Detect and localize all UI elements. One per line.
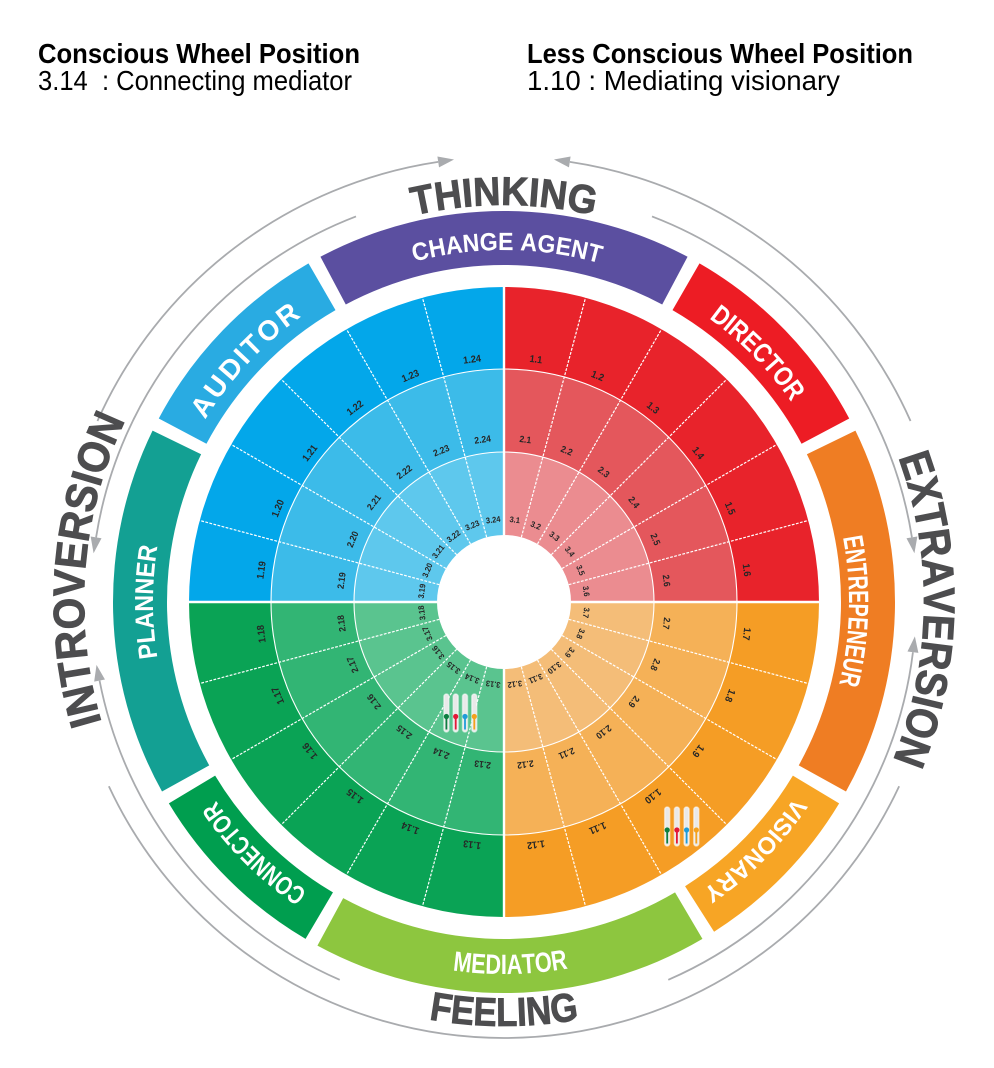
- svg-text:E: E: [913, 613, 964, 642]
- svg-text:3.12: 3.12: [506, 678, 522, 689]
- svg-text:E: E: [838, 643, 871, 660]
- svg-text:1.24: 1.24: [463, 353, 483, 367]
- svg-text:1.19: 1.19: [255, 561, 269, 580]
- svg-text:G: G: [536, 230, 557, 260]
- svg-text:N: N: [472, 170, 501, 215]
- svg-text:2.5: 2.5: [648, 532, 662, 547]
- svg-text:1.5: 1.5: [722, 500, 738, 517]
- svg-text:1.18: 1.18: [255, 624, 269, 644]
- svg-text:H: H: [432, 172, 465, 220]
- svg-text:1.8: 1.8: [722, 687, 738, 704]
- svg-text:2.24: 2.24: [474, 433, 492, 445]
- svg-text:3.1: 3.1: [509, 515, 521, 526]
- svg-text:A: A: [913, 556, 964, 588]
- svg-text:A: A: [131, 611, 160, 629]
- svg-text:3.8: 3.8: [574, 627, 587, 641]
- svg-text:2.1: 2.1: [519, 434, 532, 446]
- svg-text:I: I: [527, 171, 541, 216]
- svg-text:1.7: 1.7: [740, 627, 753, 641]
- svg-text:T: T: [521, 948, 537, 980]
- svg-text:2.19: 2.19: [335, 572, 347, 590]
- svg-text:2.7: 2.7: [661, 617, 673, 630]
- svg-text:3.2: 3.2: [529, 519, 543, 532]
- svg-text:N: N: [461, 229, 480, 258]
- svg-text:V: V: [914, 587, 964, 614]
- svg-text:A: A: [444, 231, 464, 261]
- svg-text:A: A: [520, 229, 539, 258]
- svg-text:R: R: [45, 628, 96, 662]
- svg-text:3.18: 3.18: [416, 604, 427, 620]
- svg-text:V: V: [44, 568, 94, 597]
- svg-text:A: A: [506, 949, 523, 981]
- svg-text:2.12: 2.12: [516, 758, 534, 770]
- svg-text:K: K: [501, 170, 529, 215]
- svg-text:G: G: [479, 228, 498, 257]
- svg-text:I: I: [516, 989, 528, 1034]
- svg-text:D: D: [485, 949, 502, 981]
- svg-text:3.13: 3.13: [485, 678, 501, 689]
- svg-text:M: M: [452, 946, 474, 979]
- svg-text:1.13: 1.13: [463, 837, 482, 851]
- svg-text:2.8: 2.8: [648, 657, 662, 672]
- svg-text:T: T: [840, 562, 872, 577]
- svg-text:O: O: [533, 946, 553, 979]
- svg-text:N: N: [524, 987, 553, 1034]
- svg-text:I: I: [501, 949, 507, 980]
- svg-text:Less Conscious Wheel Position: Less Conscious Wheel Position: [527, 38, 913, 69]
- svg-text:L: L: [132, 628, 162, 645]
- svg-text:H: H: [426, 233, 448, 264]
- svg-text:O: O: [44, 597, 94, 630]
- svg-text:N: N: [131, 577, 160, 595]
- svg-text:E: E: [132, 561, 162, 579]
- svg-text:2.2: 2.2: [559, 444, 574, 458]
- svg-text:E: E: [449, 987, 477, 1034]
- svg-text:R: R: [832, 669, 866, 690]
- svg-text:R: R: [133, 543, 164, 564]
- svg-text:I: I: [460, 171, 474, 216]
- svg-text:3.24: 3.24: [485, 514, 501, 525]
- svg-text:1.1: 1.1: [529, 353, 544, 366]
- svg-text:1.2: 1.2: [589, 369, 605, 384]
- svg-text:1.12: 1.12: [526, 837, 545, 851]
- svg-text:3.6: 3.6: [581, 585, 592, 597]
- svg-text:E: E: [841, 616, 873, 631]
- svg-text:R: R: [549, 944, 569, 977]
- svg-text:L: L: [496, 990, 518, 1035]
- svg-text:E: E: [470, 948, 487, 980]
- svg-text:C: C: [409, 237, 432, 268]
- svg-text:2.6: 2.6: [661, 574, 673, 587]
- svg-text:N: N: [537, 172, 569, 219]
- svg-text:E: E: [473, 989, 498, 1035]
- svg-text:3.5: 3.5: [574, 564, 587, 578]
- svg-text:P: P: [842, 603, 874, 617]
- svg-text:3.14 : Connecting mediator: 3.14 : Connecting mediator: [38, 65, 352, 96]
- svg-text:N: N: [569, 235, 591, 266]
- svg-text:1.10 : Mediating visionary: 1.10 : Mediating visionary: [527, 65, 840, 96]
- svg-text:P: P: [133, 642, 163, 661]
- svg-text:3.19: 3.19: [416, 583, 427, 599]
- svg-text:R: R: [841, 575, 873, 591]
- svg-text:1.6: 1.6: [740, 563, 753, 577]
- svg-text:R: R: [910, 639, 963, 673]
- svg-text:N: N: [131, 595, 160, 612]
- svg-text:2.18: 2.18: [335, 614, 347, 632]
- svg-text:N: N: [838, 547, 871, 565]
- svg-text:E: E: [842, 590, 873, 604]
- svg-text:3.7: 3.7: [581, 607, 592, 619]
- svg-text:E: E: [836, 533, 869, 551]
- svg-text:Conscious Wheel Position: Conscious Wheel Position: [38, 38, 360, 69]
- svg-text:E: E: [46, 539, 97, 571]
- svg-text:E: E: [554, 232, 574, 262]
- svg-text:2.13: 2.13: [474, 758, 492, 770]
- svg-text:N: N: [840, 629, 873, 646]
- svg-text:E: E: [498, 228, 514, 256]
- svg-text:U: U: [835, 655, 868, 675]
